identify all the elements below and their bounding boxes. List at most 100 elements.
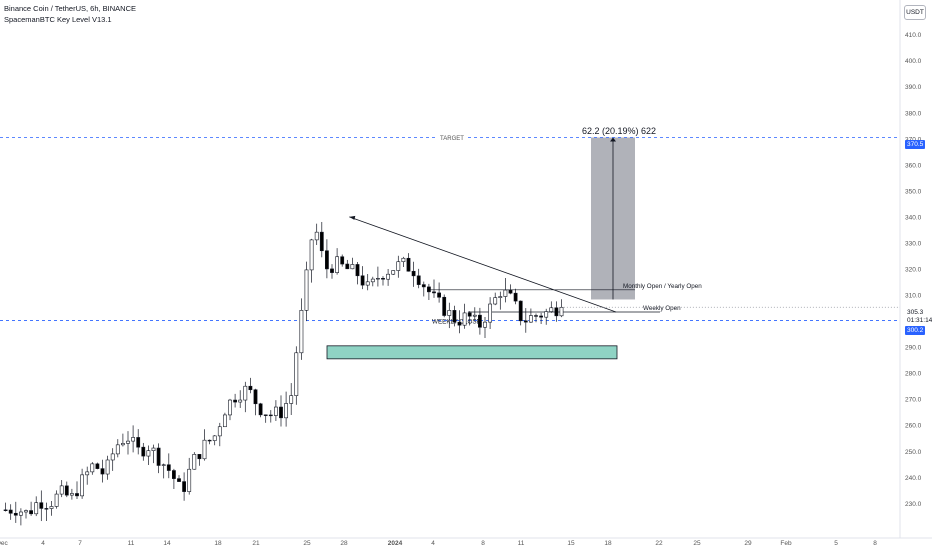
- candle-body: [477, 314, 482, 328]
- candle-body: [248, 385, 253, 391]
- candle-body: [166, 464, 171, 471]
- price-tick-label: 350.0: [905, 188, 922, 195]
- price-tick-label: 360.0: [905, 162, 922, 169]
- candle-body: [238, 399, 243, 403]
- time-tick-label: 5: [834, 540, 838, 547]
- candle-body: [141, 446, 146, 457]
- time-tick-label: 2024: [388, 540, 403, 547]
- candle-body: [90, 463, 95, 473]
- time-tick-label: 8: [873, 540, 877, 547]
- time-tick-label: 4: [41, 540, 45, 547]
- candle-body: [340, 256, 345, 265]
- time-tick-label: 18: [604, 540, 612, 547]
- candle-body: [488, 303, 493, 323]
- candle-body: [462, 312, 467, 326]
- price-tick-label: 270.0: [905, 397, 922, 404]
- candle-body: [319, 231, 324, 252]
- price-tick-label: 320.0: [905, 267, 922, 274]
- weekly-open-label: Weekly Open: [643, 305, 681, 312]
- candle-body: [345, 263, 350, 270]
- monthly-open-label: Monthly Open / Yearly Open: [623, 283, 702, 290]
- candle-body: [95, 463, 100, 469]
- candle-body: [192, 454, 197, 470]
- time-tick-label: 28: [340, 540, 348, 547]
- candle-body: [146, 450, 151, 457]
- indicator-name[interactable]: SpacemanBTC Key Level V13.1: [4, 15, 112, 24]
- time-tick-label: 25: [693, 540, 701, 547]
- time-tick-label: 21: [252, 540, 260, 547]
- candle-body: [452, 310, 457, 323]
- time-tick-label: 11: [128, 540, 135, 547]
- candle-body: [304, 269, 309, 311]
- candle-body: [472, 314, 477, 317]
- candle-body: [375, 278, 380, 280]
- projection-measure-label: 62.2 (20.19%) 622: [582, 126, 656, 136]
- candle-body: [258, 403, 263, 416]
- candle-body: [396, 261, 401, 271]
- target-price-label: 370.5: [905, 140, 926, 149]
- candle-body: [467, 312, 472, 317]
- candle-body: [268, 414, 273, 417]
- price-tick-label: 310.0: [905, 293, 922, 300]
- candle-body: [223, 414, 227, 428]
- candle-body: [110, 453, 115, 461]
- candle-body: [34, 502, 39, 515]
- time-tick-label: 29: [744, 540, 752, 547]
- time-tick-label: 8: [481, 540, 485, 547]
- candle-body: [523, 320, 528, 323]
- candle-body: [70, 493, 74, 496]
- chart-legend: Binance Coin / TetherUS, 6h, BINANCE Spa…: [4, 3, 136, 25]
- candle-body: [64, 485, 69, 496]
- candle-body: [513, 292, 518, 302]
- time-tick-label: Dec: [0, 540, 9, 547]
- candle-body: [49, 506, 54, 509]
- candle-body: [330, 268, 334, 273]
- candle-body: [233, 399, 238, 403]
- time-tick-label: 22: [655, 540, 663, 547]
- candle-body: [217, 426, 222, 437]
- time-tick-label: 11: [518, 540, 525, 547]
- candle-body: [228, 399, 232, 416]
- time-tick-label: 25: [303, 540, 311, 547]
- candle-body: [365, 281, 370, 286]
- candle-body: [554, 307, 559, 317]
- price-tick-label: 370.0: [905, 136, 922, 143]
- target-label: TARGET: [440, 136, 464, 142]
- price-tick-label: 250.0: [905, 449, 922, 456]
- blue-line-price-label: 300.2: [905, 326, 926, 335]
- bar-countdown: 01:31:14: [907, 317, 932, 324]
- candle-body: [559, 306, 564, 317]
- candle-body: [24, 510, 28, 513]
- candle-body: [498, 296, 503, 298]
- price-tick-label: 290.0: [905, 345, 922, 352]
- candle-body: [411, 270, 416, 277]
- candle-body: [493, 297, 498, 305]
- candle-body: [432, 291, 436, 294]
- candle-body: [483, 321, 487, 328]
- time-tick-label: 14: [163, 540, 171, 547]
- candle-body: [426, 286, 431, 293]
- currency-button[interactable]: USDT: [904, 5, 926, 20]
- candle-body: [273, 406, 278, 416]
- symbol-title[interactable]: Binance Coin / TetherUS, 6h, BINANCE: [4, 4, 137, 13]
- candle-body: [75, 493, 79, 497]
- candle-body: [503, 289, 508, 297]
- candle-body: [187, 468, 192, 492]
- support-zone: [326, 345, 618, 360]
- candle-body: [13, 512, 18, 516]
- candle-body: [442, 296, 447, 316]
- candle-body: [386, 273, 391, 280]
- candle-body: [156, 447, 161, 466]
- candle-body: [172, 470, 176, 479]
- candle-body: [299, 310, 304, 354]
- candle-body: [457, 321, 462, 326]
- candle-body: [401, 257, 406, 263]
- candle-body: [105, 459, 110, 475]
- candle-body: [115, 444, 120, 455]
- price-tick-label: 260.0: [905, 423, 922, 430]
- time-tick-label: 18: [214, 540, 222, 547]
- time-tick-label: 7: [78, 540, 82, 547]
- price-tick-label: 280.0: [905, 371, 922, 378]
- candle-body: [518, 300, 523, 322]
